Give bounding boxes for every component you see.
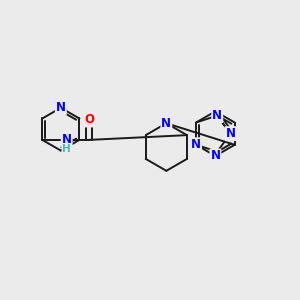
Text: H: H — [62, 144, 71, 154]
Text: N: N — [161, 117, 171, 130]
Text: N: N — [62, 134, 72, 146]
Text: N: N — [210, 149, 220, 162]
Text: O: O — [84, 113, 94, 127]
Text: N: N — [225, 127, 236, 140]
Text: N: N — [212, 109, 222, 122]
Text: N: N — [191, 138, 201, 151]
Text: N: N — [56, 101, 66, 114]
